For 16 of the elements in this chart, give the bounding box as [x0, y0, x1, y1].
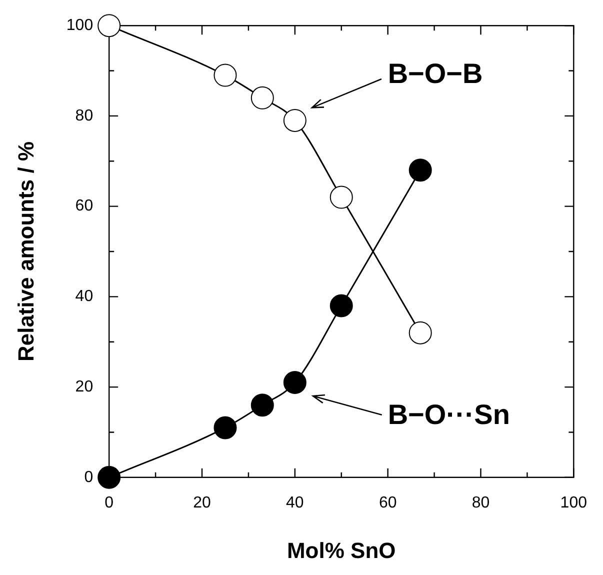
- y-tick-label: 20: [75, 378, 94, 396]
- x-tick-label: 80: [472, 494, 490, 512]
- y-tick-label: 40: [75, 288, 94, 306]
- x-tick-label: 100: [560, 494, 588, 512]
- y-tick-label: 80: [75, 107, 94, 124]
- x-axis-title: Mol% SnO: [286, 538, 396, 563]
- y-tick-label: 100: [66, 17, 94, 34]
- annotation: B−O···Sn: [388, 399, 510, 430]
- x-tick-label: 0: [104, 494, 114, 512]
- x-tick-label: 60: [378, 494, 397, 512]
- x-tick-label: 40: [286, 494, 304, 512]
- y-tick-label: 60: [75, 198, 94, 215]
- y-tick-label: 0: [84, 468, 94, 486]
- y-axis-title: Relative amounts / %: [13, 141, 38, 362]
- annotation: B−O−B: [388, 58, 483, 90]
- x-tick-label: 20: [193, 494, 212, 512]
